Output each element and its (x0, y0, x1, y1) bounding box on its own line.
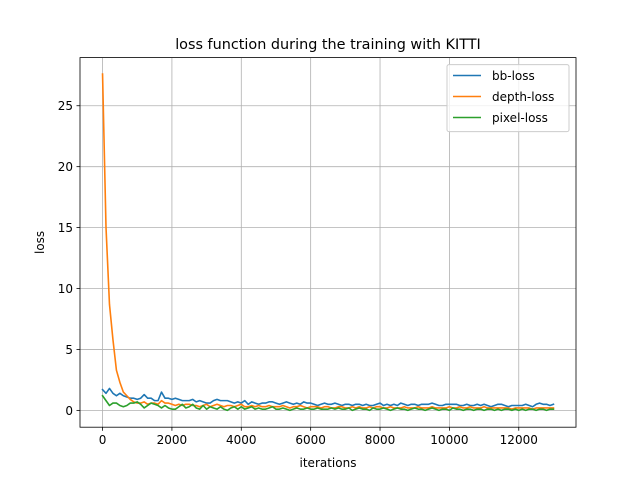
legend-box (446, 64, 570, 133)
y-tick-label: 20 (58, 160, 73, 174)
x-tick-label: 10000 (430, 433, 468, 447)
legend-label-bb-loss: bb-loss (492, 69, 535, 83)
x-axis-label: iterations (300, 456, 357, 470)
legend: bb-loss depth-loss pixel-loss (446, 64, 570, 133)
legend-label-pixel-loss: pixel-loss (492, 111, 548, 125)
x-tick-label: 8000 (365, 433, 396, 447)
x-tick-label: 12000 (500, 433, 538, 447)
plot-frame (79, 57, 577, 428)
y-tick-label: 10 (58, 282, 73, 296)
legend-label-depth-loss: depth-loss (492, 90, 554, 104)
y-tick-label: 15 (58, 221, 73, 235)
series-lines (101, 73, 555, 412)
pixel-loss-line (101, 394, 555, 412)
x-tick-label: 2000 (157, 433, 188, 447)
x-tick-label: 0 (99, 433, 107, 447)
y-tick-label: 5 (65, 343, 73, 357)
depth-loss-line (101, 73, 555, 410)
x-tick-label: 4000 (226, 433, 257, 447)
chart-title: loss function during the training with K… (175, 37, 481, 53)
axis-ticks: 0 2000 4000 6000 8000 10000 12000 0 5 10 15 20 25 (58, 99, 538, 447)
y-tick-label: 0 (65, 404, 73, 418)
bb-loss-line (101, 387, 555, 408)
x-tick-label: 6000 (295, 433, 326, 447)
grid (80, 57, 576, 428)
y-axis-label: loss (33, 231, 47, 254)
y-tick-label: 25 (58, 99, 73, 113)
